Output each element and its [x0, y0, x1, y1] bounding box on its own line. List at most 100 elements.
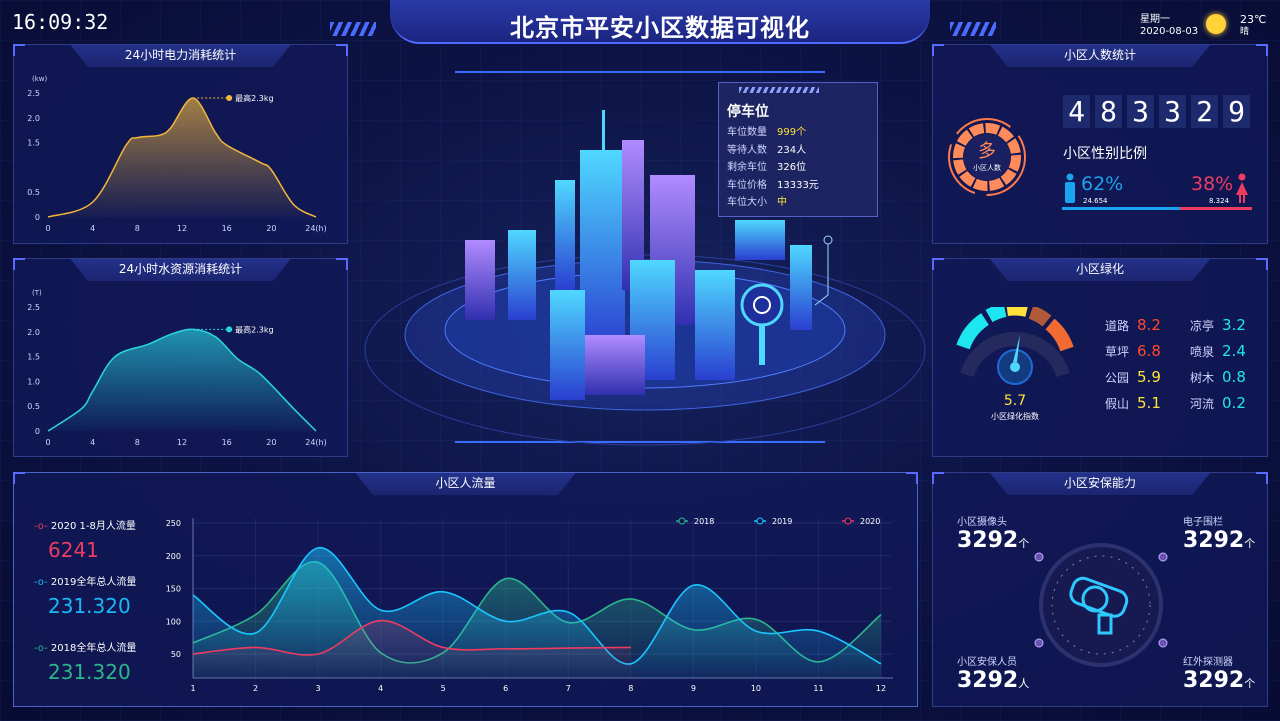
- x-tick-label: 5: [441, 684, 446, 693]
- greening-item: 假山 5.1: [1105, 393, 1161, 412]
- security-item: 红外探测器 3292个: [1183, 653, 1255, 693]
- legend-marker-icon: -o-: [34, 643, 48, 654]
- item-label: 小区安保人员: [957, 657, 1017, 668]
- sun-icon: [1206, 14, 1226, 34]
- item-value: 3292: [957, 528, 1019, 553]
- power-chart: 0 0.5 1.5 2.0 2.5 0 4 8 12 16 20 24(h) (kw) 最高2.3kg: [27, 75, 326, 233]
- security-item: 电子围栏 3292个: [1183, 513, 1255, 553]
- item-label: 道路: [1105, 319, 1130, 333]
- stat-value: 231.320: [48, 594, 131, 618]
- x-tick-label: 11: [813, 684, 823, 693]
- x-tick-label: 4: [378, 684, 383, 693]
- building: [585, 335, 645, 395]
- item-value: 3292: [1183, 668, 1245, 693]
- row-label: 剩余车位: [727, 162, 767, 173]
- decor-stripes: [950, 22, 996, 36]
- page-title: 北京市平安小区数据可视化: [510, 14, 810, 42]
- ring-outer: [948, 118, 1026, 196]
- greening-item: 道路 8.2: [1105, 315, 1161, 334]
- y-tick-label: 1.0: [27, 377, 40, 386]
- greening-panel: 小区绿化 5.7 小区绿化指数 道路 8.2 凉亭 3.2 草坪 6.8 喷泉 2.4 公园 5.…: [932, 258, 1268, 457]
- decor-stripes: [739, 87, 819, 93]
- male-icon: [1065, 173, 1075, 203]
- gauge-segment: [956, 313, 990, 350]
- item-value: 2.4: [1222, 342, 1246, 360]
- peak-annotation: 最高2.3kg: [235, 324, 273, 334]
- security-item: 小区摄像头 3292个: [957, 513, 1029, 553]
- tooltip-title: 停车位: [727, 104, 769, 120]
- gauge-needle: [1013, 335, 1020, 362]
- item-label: 树木: [1190, 371, 1215, 385]
- item-unit: 个: [1018, 537, 1030, 550]
- decor-stripes: [330, 22, 376, 36]
- x-tick-label: 6: [503, 684, 508, 693]
- male-fill: [1062, 207, 1180, 210]
- antenna: [602, 110, 605, 150]
- y-tick-label: 150: [166, 585, 181, 594]
- y-tick-label: 0: [35, 427, 40, 436]
- gauge-segment: [1028, 307, 1052, 327]
- callout-dot: [823, 235, 833, 245]
- greening-item: 河流 0.2: [1190, 393, 1246, 412]
- y-tick-label: 50: [171, 650, 181, 659]
- item-label: 草坪: [1105, 345, 1130, 359]
- counter-digit: 3: [1159, 95, 1186, 128]
- ring-center: [964, 134, 1010, 180]
- female-count: 8.324: [1209, 197, 1230, 205]
- wheel-icon: [753, 296, 771, 314]
- water-chart: 0 0.5 1.0 1.5 2.0 2.5 0 4 8 12 16 20 24(h) (T) 最高2.3kg: [27, 289, 326, 447]
- x-tick-label: 8: [135, 224, 140, 233]
- date: 2020-08-03: [1140, 26, 1199, 37]
- legend-label: 2019: [772, 517, 792, 526]
- greening-gauge: [956, 307, 1074, 385]
- panel-title: 小区安保能力: [990, 473, 1210, 495]
- building: [622, 140, 644, 290]
- x-tick-label: 8: [628, 684, 633, 693]
- gauge-track: [960, 332, 1070, 378]
- item-value: 0.8: [1222, 368, 1246, 386]
- header: 16:09:32 北京市平安小区数据可视化 星期一 2020-08-03 23℃ 晴: [0, 0, 1280, 44]
- water-panel: 24小时水资源消耗统计 0 0.5 1.0 1.5 2.0 2.5 0 4 8 12 16 20 24(…: [13, 258, 348, 457]
- dial-dot: [1034, 552, 1044, 562]
- y-tick-label: 1.5: [27, 353, 40, 362]
- parking-tooltip: 停车位 车位数量 999个 等待人数 234人 剩余车位 326位 车位价格 13333元 车位…: [718, 82, 878, 217]
- item-label: 喷泉: [1190, 345, 1215, 359]
- marker-pole: [759, 325, 765, 365]
- series-line-2019: [192, 547, 882, 665]
- item-value: 3.2: [1222, 316, 1246, 334]
- legend-marker-icon: -o-: [34, 577, 48, 588]
- date-display: 星期一 2020-08-03: [1140, 14, 1198, 38]
- x-tick-label: 16: [222, 224, 232, 233]
- area-fill: [48, 97, 316, 217]
- y-tick-label: 100: [166, 617, 181, 626]
- x-tick-label: 3: [316, 684, 321, 693]
- camera-icon: [1069, 576, 1129, 635]
- flow-panel: 小区人流量 -o- 2020 1-8月人流量 6241 -o- 2019全年总人流量…: [13, 472, 918, 707]
- parking-marker-icon[interactable]: [740, 283, 784, 327]
- panel-title: 小区人流量: [355, 473, 576, 495]
- legend-marker: [756, 517, 764, 525]
- x-tick-label: 12: [177, 438, 187, 447]
- dial-dot: [1158, 552, 1168, 562]
- series-area-2020: [193, 620, 631, 678]
- population-ring: [948, 118, 1026, 196]
- flow-stat: -o- 2019全年总人流量 231.320: [34, 573, 136, 618]
- item-unit: 人: [1018, 677, 1030, 690]
- area-line: [47, 328, 317, 432]
- counter-digit: 4: [1063, 95, 1090, 128]
- x-tick-label: 20: [266, 438, 276, 447]
- series-line-2020: [192, 619, 631, 656]
- gauge-segment: [985, 307, 1007, 323]
- item-label: 凉亭: [1190, 319, 1215, 333]
- parking-row: 车位价格 13333元: [727, 177, 877, 195]
- panel-title: 小区人数统计: [990, 45, 1210, 67]
- clock: 16:09:32: [12, 10, 109, 34]
- parking-row: 等待人数 234人: [727, 142, 877, 160]
- legend-marker: [844, 517, 852, 525]
- item-label: 红外探测器: [1183, 657, 1233, 668]
- item-value: 6.8: [1137, 342, 1161, 360]
- female-percent: 38%: [1191, 173, 1234, 195]
- greening-item: 树木 0.8: [1190, 367, 1246, 386]
